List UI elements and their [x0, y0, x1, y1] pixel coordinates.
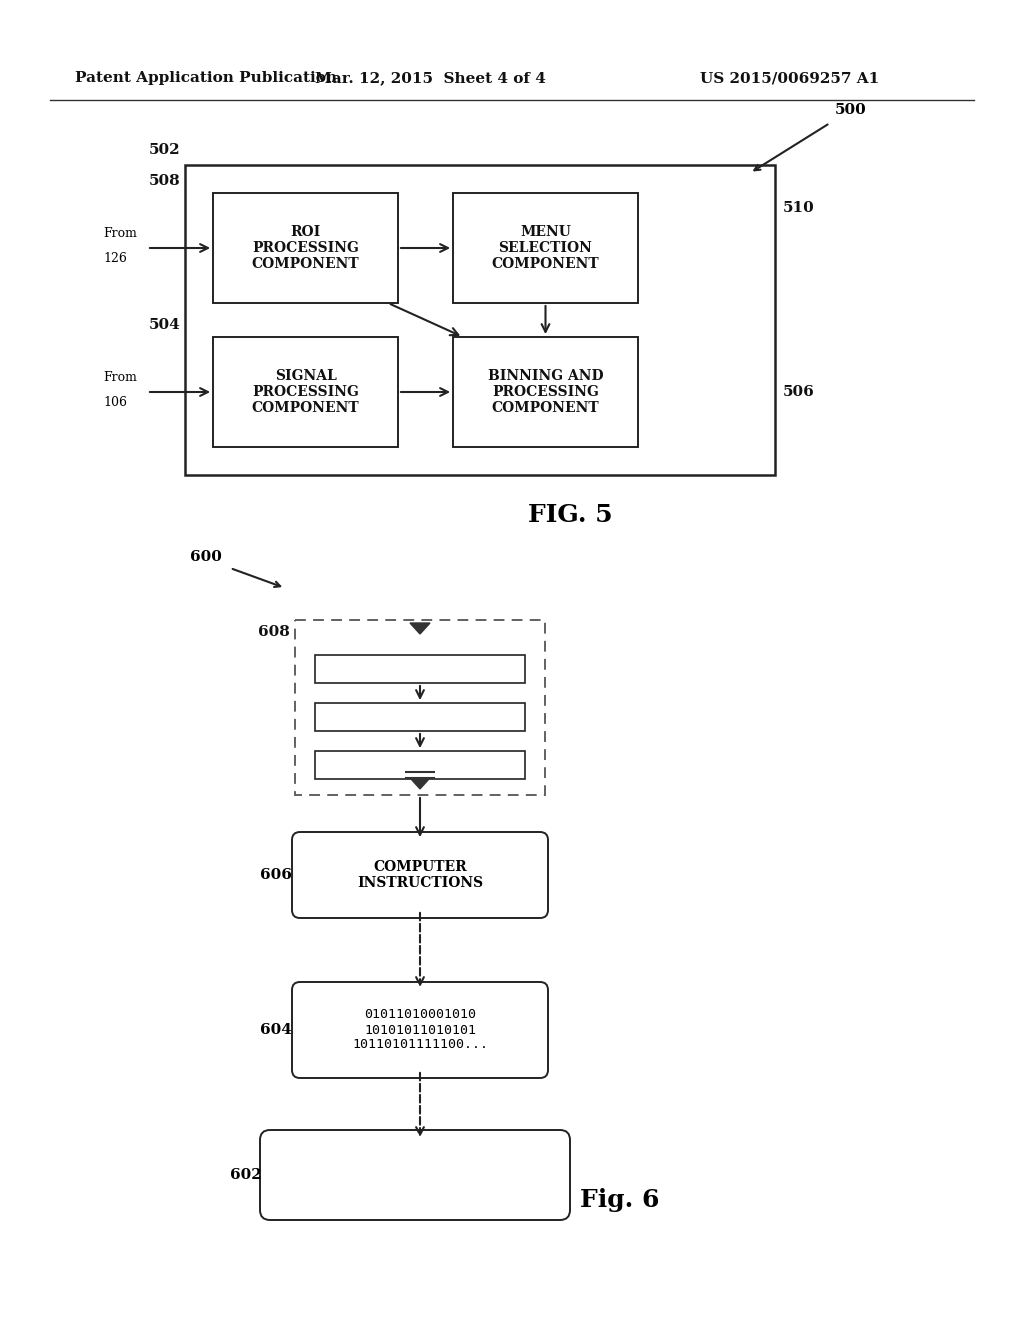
FancyBboxPatch shape — [292, 982, 548, 1078]
Bar — [295, 620, 545, 795]
Text: 504: 504 — [148, 318, 180, 333]
Bar — [213, 337, 398, 447]
Text: 510: 510 — [783, 201, 815, 215]
Bar — [453, 337, 638, 447]
Text: 106: 106 — [103, 396, 127, 409]
Text: 502: 502 — [148, 143, 180, 157]
Polygon shape — [411, 779, 429, 789]
Bar — [315, 704, 525, 731]
Text: Patent Application Publication: Patent Application Publication — [75, 71, 337, 84]
Text: Fig. 6: Fig. 6 — [581, 1188, 659, 1212]
Bar — [315, 655, 525, 682]
Bar — [185, 165, 775, 475]
Text: COMPUTER
INSTRUCTIONS: COMPUTER INSTRUCTIONS — [357, 859, 483, 890]
Text: 600: 600 — [190, 550, 222, 564]
Bar — [213, 193, 398, 304]
Text: 506: 506 — [783, 385, 815, 399]
Text: SIGNAL
PROCESSING
COMPONENT: SIGNAL PROCESSING COMPONENT — [252, 368, 359, 416]
Text: 126: 126 — [103, 252, 127, 265]
Polygon shape — [410, 623, 430, 634]
Bar — [453, 193, 638, 304]
FancyBboxPatch shape — [292, 832, 548, 917]
Text: 608: 608 — [258, 624, 290, 639]
Text: 604: 604 — [260, 1023, 292, 1038]
Text: From: From — [103, 227, 137, 240]
Text: Mar. 12, 2015  Sheet 4 of 4: Mar. 12, 2015 Sheet 4 of 4 — [314, 71, 546, 84]
Text: ROI
PROCESSING
COMPONENT: ROI PROCESSING COMPONENT — [252, 224, 359, 271]
Text: MENU
SELECTION
COMPONENT: MENU SELECTION COMPONENT — [492, 224, 599, 271]
Text: FIG. 5: FIG. 5 — [527, 503, 612, 527]
Text: 01011010001010
10101011010101
10110101111100...: 01011010001010 10101011010101 1011010111… — [352, 1008, 488, 1052]
FancyBboxPatch shape — [260, 1130, 570, 1220]
Text: 606: 606 — [260, 869, 292, 882]
Text: 500: 500 — [835, 103, 866, 117]
Text: From: From — [103, 371, 137, 384]
Text: US 2015/0069257 A1: US 2015/0069257 A1 — [700, 71, 880, 84]
Bar — [315, 751, 525, 779]
Text: BINNING AND
PROCESSING
COMPONENT: BINNING AND PROCESSING COMPONENT — [487, 368, 603, 416]
Text: 508: 508 — [148, 174, 180, 187]
Text: 602: 602 — [230, 1168, 262, 1181]
